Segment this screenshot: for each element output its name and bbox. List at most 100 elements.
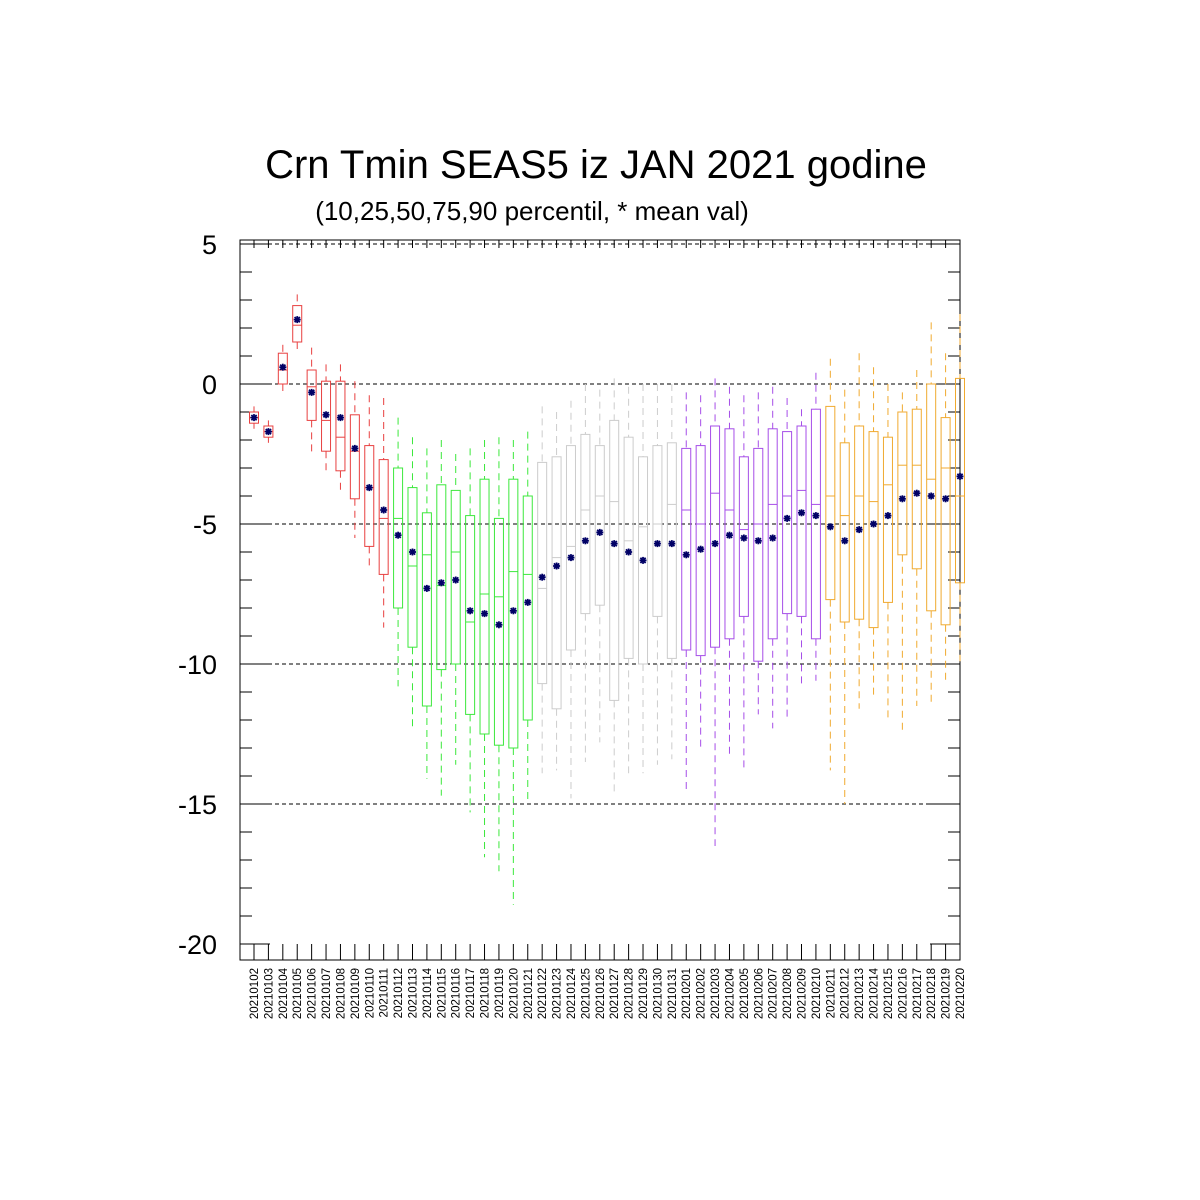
iqr-box [897,411,908,556]
x-tick-label: 20210220 [955,968,967,1019]
mean-marker [380,506,388,514]
iqr-box [407,487,418,648]
mean-marker [927,492,935,500]
mean-marker [754,537,762,545]
x-tick-label: 20210201 [681,968,693,1019]
iqr-box [666,442,677,659]
iqr-box [378,459,389,575]
axis-ticks [240,240,961,960]
x-tick-label: 20210118 [480,968,492,1018]
mean-marker [293,316,301,324]
mean-marker [668,540,676,548]
iqr-box [349,414,360,500]
iqr-box [940,417,951,626]
iqr-box [724,428,735,640]
iqr-box [767,428,778,640]
iqr-box [421,512,432,707]
chart-subtitle: (10,25,50,75,90 percentil, * mean val) [315,196,749,226]
iqr-box [710,425,721,648]
mean-marker [279,363,287,371]
mean-marker [783,514,791,522]
x-tick-label: 20210214 [869,967,881,1019]
iqr-box [854,425,865,620]
mean-marker [740,534,748,542]
x-tick-label: 20210103 [263,968,275,1019]
iqr-box [594,445,605,606]
x-tick-label: 20210116 [451,968,463,1018]
iqr-box [911,408,922,570]
x-tick-label: 20210117 [465,968,477,1018]
x-tick-label: 20210216 [897,968,909,1019]
y-tick-label: 0 [202,370,217,400]
iqr-box [321,380,332,452]
x-tick-label: 20210106 [307,968,319,1019]
mean-marker [653,540,661,548]
mean-marker [264,428,272,436]
iqr-box [465,515,476,715]
iqr-box [306,369,317,421]
iqr-box [292,305,303,343]
mean-marker [826,523,834,531]
x-tick-label: 20210217 [912,968,924,1019]
boxes [249,294,965,905]
iqr-box [882,436,893,603]
mean-marker [581,537,589,545]
x-axis-tick-labels: 20210102 20210103 20210104 20210105 20210106… [249,967,967,1019]
mean-marker [524,598,532,606]
iqr-box [782,431,793,615]
mean-marker [870,520,878,528]
mean-marker [812,512,820,520]
x-tick-label: 20210212 [840,968,852,1019]
x-tick-label: 20210112 [393,968,405,1018]
mean-marker [725,531,733,539]
mean-marker [322,411,330,419]
mean-marker [682,551,690,559]
iqr-box [695,445,706,657]
mean-marker [394,531,402,539]
y-tick-label: -10 [178,650,217,680]
x-tick-label: 20210125 [580,968,592,1019]
iqr-box [277,352,288,385]
mean-marker [495,621,503,629]
mean-marker [956,472,964,480]
mean-marker [553,562,561,570]
mean-marker [639,556,647,564]
x-tick-label: 20210110 [364,968,376,1018]
chart-title: Crn Tmin SEAS5 iz JAN 2021 godine [265,143,927,187]
mean-marker [466,607,474,615]
x-tick-label: 20210126 [595,968,607,1019]
mean-marker [610,540,618,548]
iqr-box [926,383,937,612]
mean-marker [855,526,863,534]
mean-marker [711,540,719,548]
x-tick-label: 20210114 [422,967,434,1018]
mean-marker [697,545,705,553]
iqr-box [493,517,504,746]
x-tick-label: 20210107 [321,968,333,1019]
iqr-box [537,461,548,685]
x-tick-label: 20210123 [552,968,564,1019]
mean-markers [250,316,964,629]
x-tick-label: 20210209 [797,968,809,1019]
mean-marker [509,607,517,615]
x-tick-label: 20210206 [753,968,765,1019]
x-tick-label: 20210215 [883,968,895,1019]
mean-marker [423,584,431,592]
iqr-box [623,436,634,659]
y-axis-tick-labels: 5 0 -5 -10 -15 -20 [178,230,217,960]
y-tick-label: -5 [193,510,217,540]
mean-marker [884,512,892,520]
x-tick-label: 20210121 [523,968,535,1019]
x-tick-label: 20210120 [508,968,520,1019]
mean-marker [452,576,460,584]
y-tick-label: 5 [202,230,217,260]
x-tick-label: 20210128 [624,968,636,1019]
mean-marker [798,509,806,517]
x-tick-label: 20210129 [638,968,650,1019]
iqr-box [609,419,620,701]
x-tick-label: 20210119 [494,968,506,1018]
x-tick-label: 20210213 [854,968,866,1019]
iqr-box [652,445,663,617]
iqr-box [565,445,576,651]
mean-marker [841,537,849,545]
